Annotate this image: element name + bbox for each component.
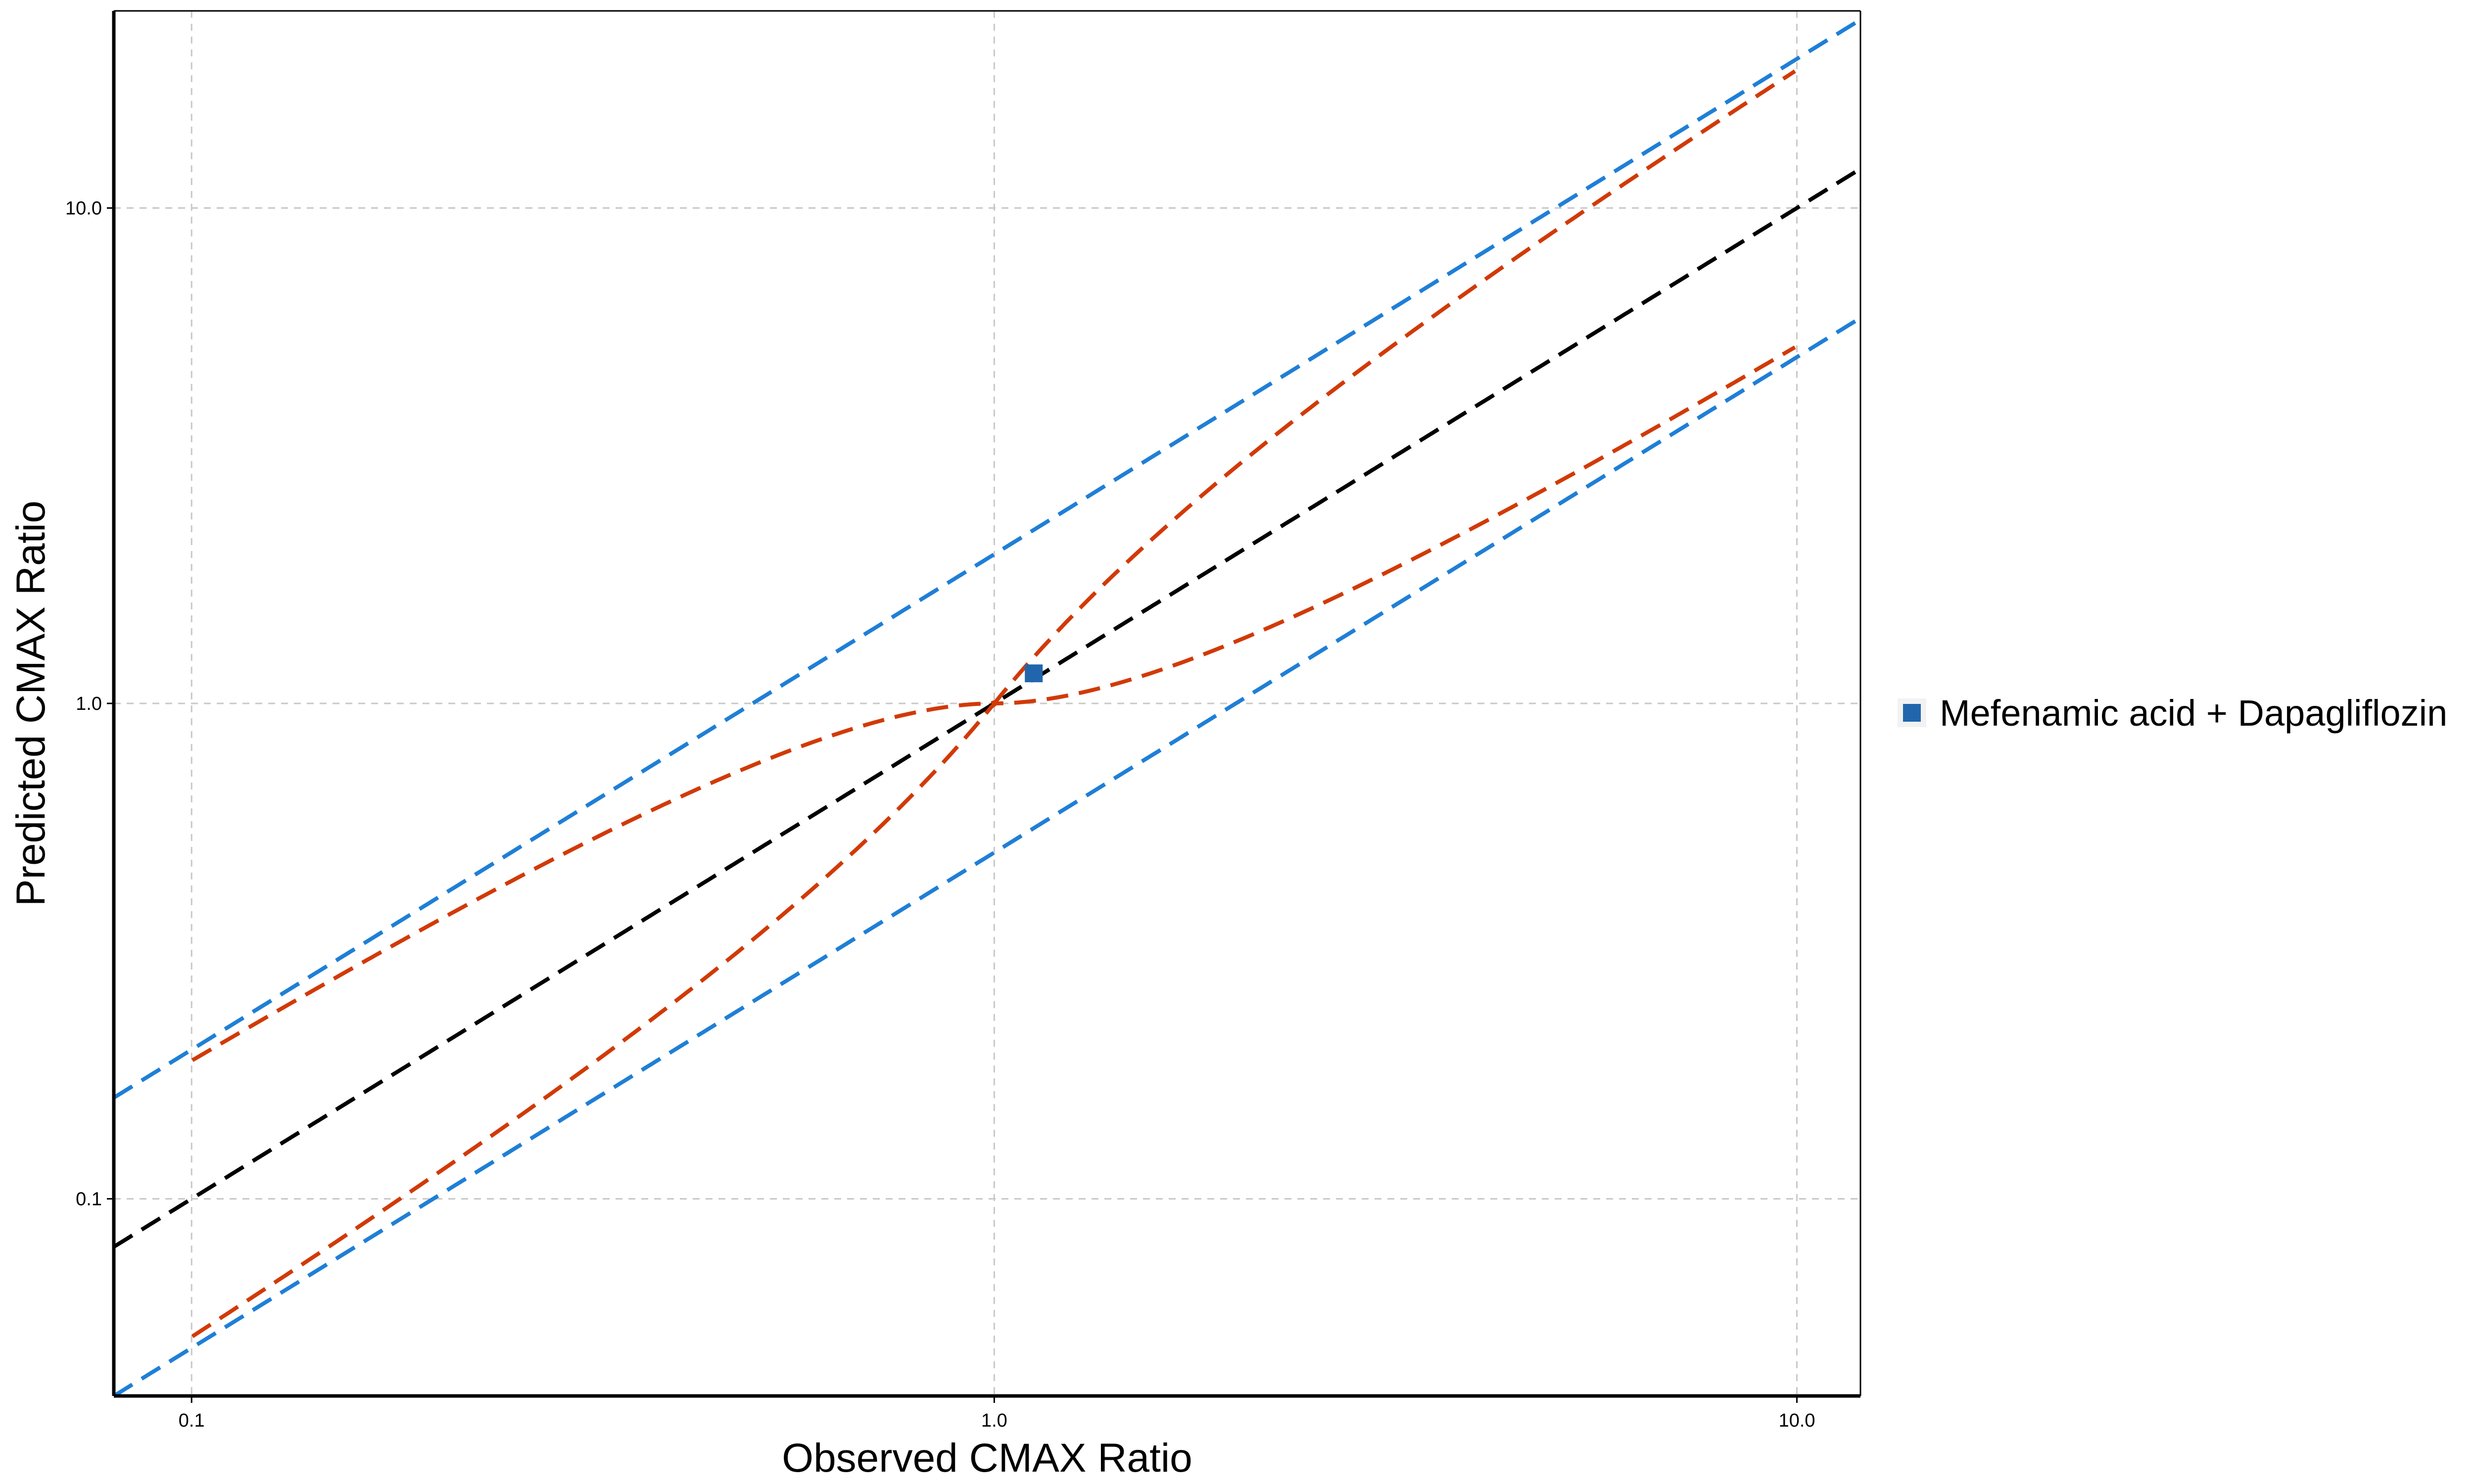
x-tick-label: 1.0 [981, 1410, 1007, 1431]
y-tick-label: 1.0 [76, 694, 102, 714]
y-tick-label: 10.0 [65, 198, 102, 219]
guest-limit-line [191, 345, 1796, 1338]
x-tick-label: 0.1 [179, 1410, 205, 1431]
y-axis-title: Predicted CMAX Ratio [8, 501, 53, 906]
x-axis-title: Observed CMAX Ratio [782, 1436, 1192, 1481]
data-point [1025, 664, 1043, 683]
guest-limit-line [191, 69, 1796, 1062]
legend-label: Mefenamic acid + Dapagliflozin [1940, 693, 2447, 734]
two-fold-line [114, 316, 1860, 1396]
x-axis-ticks: 0.1 1.0 10.0 [179, 1396, 1815, 1431]
y-axis-ticks: 0.1 1.0 10.0 [65, 198, 114, 1209]
legend: Mefenamic acid + Dapagliflozin [1898, 693, 2447, 734]
grid-lines [114, 11, 1860, 1396]
y-tick-label: 0.1 [76, 1189, 102, 1209]
x-tick-label: 10.0 [1779, 1410, 1815, 1431]
two-fold-line [114, 18, 1860, 1100]
data-points [1025, 664, 1043, 683]
reference-lines [114, 18, 1860, 1396]
identity-line [114, 167, 1860, 1249]
legend-marker-square [1903, 704, 1921, 722]
